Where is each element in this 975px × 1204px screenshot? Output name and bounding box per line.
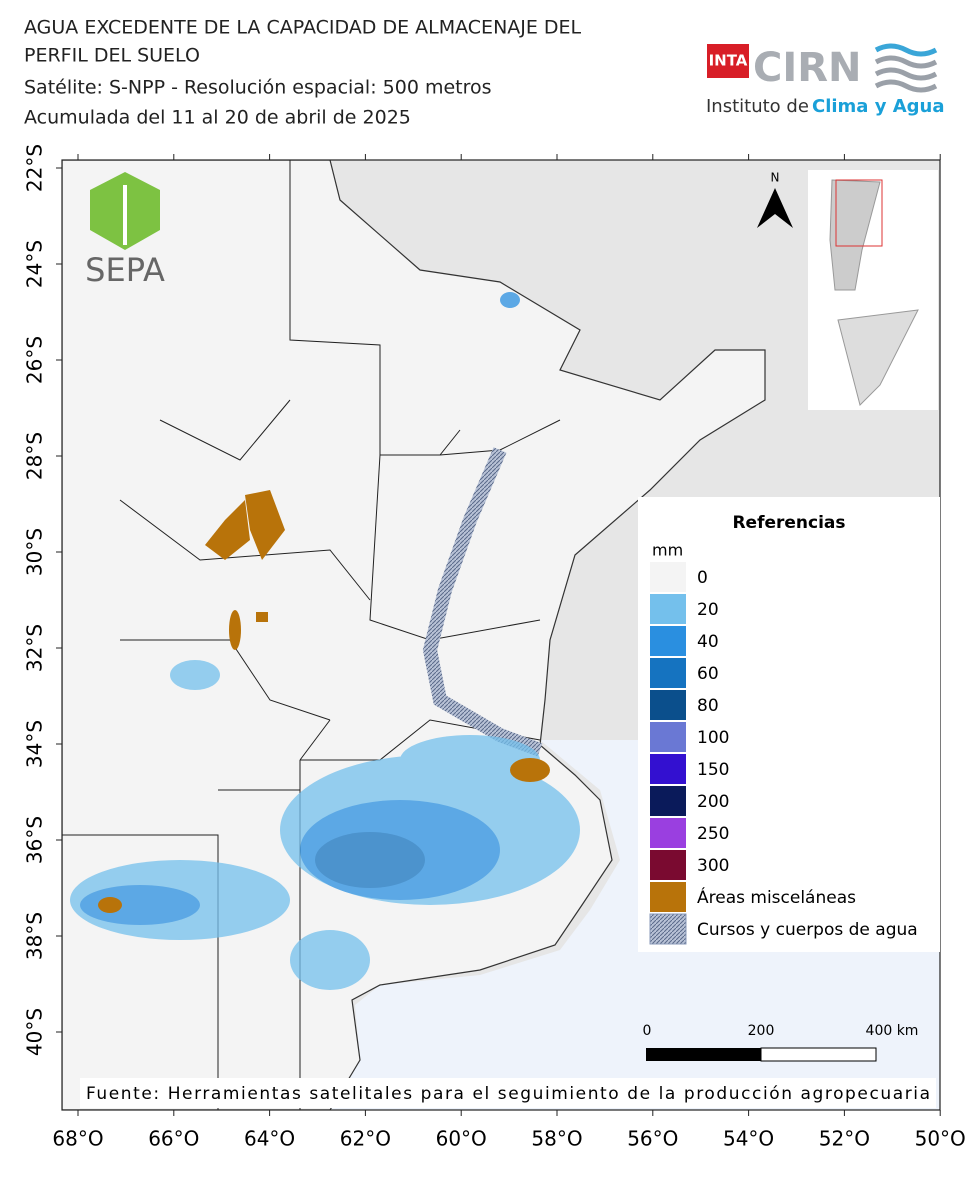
legend-swatch: [650, 690, 686, 720]
legend-label: Áreas misceláneas: [697, 886, 856, 908]
lat-label: 24°S: [23, 240, 47, 288]
legend-label: 0: [697, 568, 708, 588]
legend-swatch: [650, 722, 686, 752]
lon-label: 50°O: [915, 1127, 966, 1151]
legend-swatch: [650, 818, 686, 848]
source-box: [80, 1078, 936, 1108]
legend-label: Cursos y cuerpos de agua: [697, 920, 918, 940]
inset-country: [829, 179, 881, 291]
scale-black: [646, 1048, 761, 1061]
legend-label: 100: [697, 728, 729, 748]
legend-label: 250: [697, 824, 729, 844]
legend-label: 60: [697, 664, 719, 684]
institute-text: Instituto de: [706, 96, 809, 117]
legend-label: 300: [697, 856, 729, 876]
lat-label: 40°S: [23, 1008, 47, 1056]
subtitle: Acumulada del 11 al 20 de abril de 2025: [24, 107, 411, 129]
legend-swatch: [650, 850, 686, 880]
inset-extent: [835, 179, 883, 247]
scale-label: 0: [643, 1023, 652, 1039]
legend-label: 80: [697, 696, 719, 716]
title-line: AGUA EXCEDENTE DE LA CAPACIDAD DE ALMACE…: [24, 17, 582, 39]
scale-label: 400 km: [866, 1023, 919, 1039]
scale-bar: 0 200 400 km: [643, 1023, 919, 1062]
inset-antarctica: [837, 309, 919, 406]
title-line: PERFIL DEL SUELO: [24, 45, 200, 67]
legend-label: 150: [697, 760, 729, 780]
legend-swatch: [650, 626, 686, 656]
inta-box: [707, 44, 749, 78]
inta-text: INTA: [709, 52, 748, 70]
lon-label: 66°O: [148, 1127, 199, 1151]
lat-label: 34°S: [23, 720, 47, 768]
parana-river: [422, 447, 543, 757]
legend-label: 20: [697, 600, 719, 620]
legend: Referencias mm 0 20 40 60 80 100 150 200 250 300 Á…: [638, 497, 940, 952]
north-arrow: N: [757, 171, 793, 228]
rain-areas: [70, 292, 580, 990]
lat-label: 36°S: [23, 816, 47, 864]
north-symbol: [757, 188, 793, 228]
legend-swatch: [650, 786, 686, 816]
lat-label: 30°S: [23, 528, 47, 576]
lon-label: 64°O: [244, 1127, 295, 1151]
inset: [808, 170, 938, 410]
institute-accent: Clima y Agua: [812, 96, 945, 117]
legend-box: [638, 497, 940, 952]
legend-swatch: [650, 594, 686, 624]
waves: [874, 43, 938, 93]
legend-unit: mm: [652, 541, 683, 560]
legend-swatch: [650, 882, 686, 912]
lon-label: 54°O: [723, 1127, 774, 1151]
sepa-text: SEPA: [85, 251, 165, 289]
legend-label: 40: [697, 632, 719, 652]
lat-label: 28°S: [23, 432, 47, 480]
legend-swatch: [650, 658, 686, 688]
lon-label: 56°O: [627, 1127, 678, 1151]
misc-areas: [98, 490, 550, 913]
lon-label: 58°O: [531, 1127, 582, 1151]
lat-label: 22°S: [23, 144, 47, 192]
cirn-text: CIRN: [753, 45, 862, 91]
sepa-logo: SEPA: [85, 172, 165, 289]
legend-swatch: [649, 913, 687, 945]
legend-swatch: [650, 754, 686, 784]
lat-label: 32°S: [23, 624, 47, 672]
scale-white: [760, 1047, 877, 1062]
header: AGUA EXCEDENTE DE LA CAPACIDAD DE ALMACE…: [24, 17, 582, 129]
subtitle: Satélite: S-NPP - Resolución espacial: 5…: [24, 77, 492, 99]
lat-label: 26°S: [23, 336, 47, 384]
lon-label: 68°O: [52, 1127, 103, 1151]
lon-label: 62°O: [340, 1127, 391, 1151]
north-label: N: [771, 171, 780, 185]
legend-label: 200: [697, 792, 729, 812]
cirn-logo: INTA CIRN Instituto de Clima y Agua: [706, 43, 945, 117]
scale-label: 200: [748, 1023, 775, 1039]
lat-label: 38°S: [23, 912, 47, 960]
legend-title: Referencias: [732, 513, 845, 533]
source: Fuente: Herramientas satelitales para el…: [86, 1084, 930, 1104]
lon-label: 52°O: [819, 1127, 870, 1151]
lon-label: 60°O: [436, 1127, 487, 1151]
legend-swatch: [650, 562, 686, 592]
